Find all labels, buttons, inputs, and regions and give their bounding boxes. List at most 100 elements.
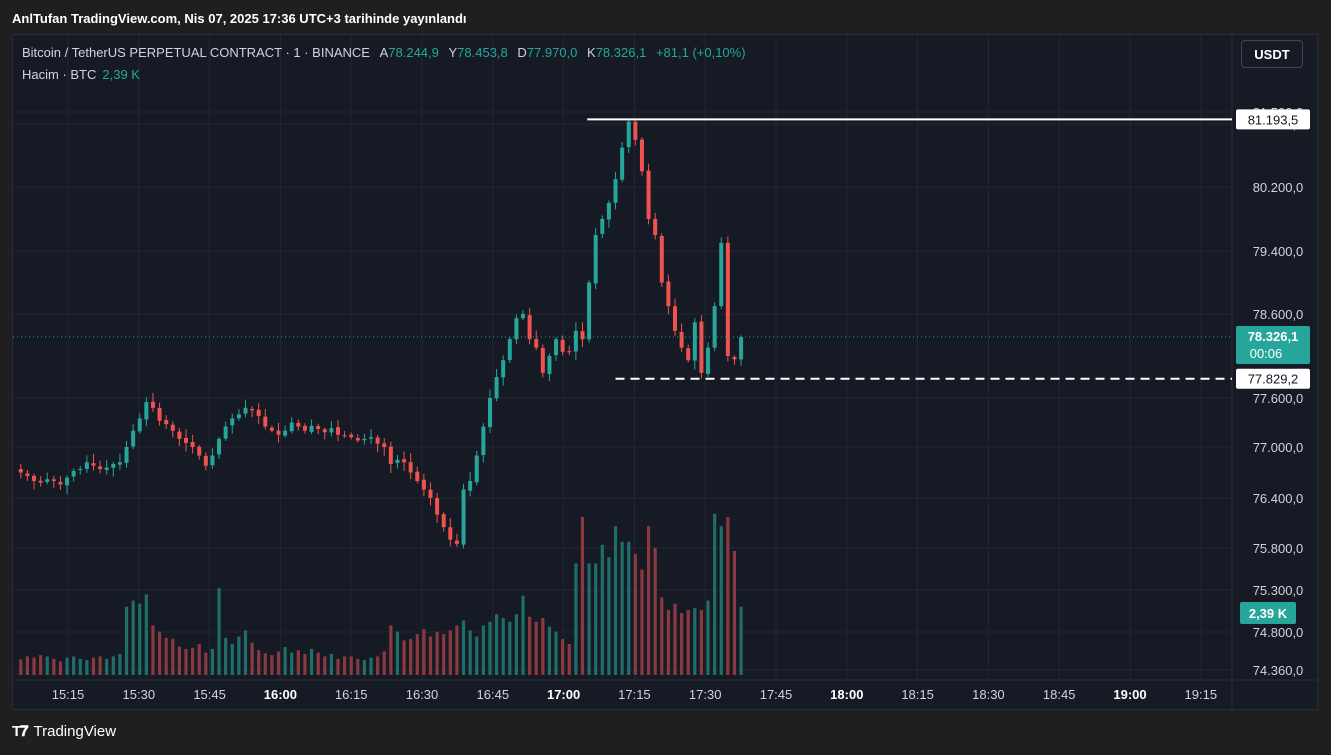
volume-bar bbox=[613, 526, 618, 675]
candle-body bbox=[263, 416, 268, 427]
volume-bar bbox=[660, 597, 664, 675]
current-price-text: 78.326,1 bbox=[1248, 329, 1299, 344]
candle-body bbox=[71, 470, 76, 477]
candle-body bbox=[203, 455, 208, 466]
candle-body bbox=[170, 424, 175, 431]
volume-bar bbox=[468, 630, 472, 675]
candle-body bbox=[487, 398, 492, 428]
footer-brand[interactable]: T𝟕 TradingView bbox=[12, 723, 116, 740]
open-label: A bbox=[379, 45, 389, 60]
y-tick-label: 79.400,0 bbox=[1253, 244, 1304, 259]
volume-bar bbox=[455, 625, 459, 675]
candle-body bbox=[527, 315, 532, 340]
candle-body bbox=[18, 469, 23, 473]
symbol-name[interactable]: Bitcoin / TetherUS PERPETUAL CONTRACT · … bbox=[22, 45, 370, 60]
candle-body bbox=[362, 438, 367, 441]
candle-body bbox=[725, 242, 730, 356]
x-tick-label: 16:15 bbox=[335, 687, 368, 702]
candle-body bbox=[236, 414, 241, 419]
volume-bar bbox=[243, 630, 248, 675]
volume-bar bbox=[52, 658, 56, 675]
x-tick-label: 17:15 bbox=[618, 687, 651, 702]
candle-body bbox=[98, 466, 103, 470]
candle-body bbox=[157, 407, 162, 421]
candle-body bbox=[666, 281, 671, 307]
high-value: 78.453,8 bbox=[457, 45, 508, 60]
y-tick-label: 74.800,0 bbox=[1253, 625, 1304, 640]
x-tick-label: 18:45 bbox=[1043, 687, 1076, 702]
candle-body bbox=[547, 356, 552, 374]
candle-body bbox=[587, 282, 592, 340]
volume-bar bbox=[395, 631, 400, 675]
candle-body bbox=[355, 437, 360, 441]
volume-bar bbox=[39, 655, 43, 675]
candle-body bbox=[190, 442, 195, 447]
volume-bar bbox=[719, 526, 723, 675]
candle-body bbox=[646, 170, 651, 219]
y-tick-label: 76.400,0 bbox=[1253, 491, 1304, 506]
x-tick-label: 17:45 bbox=[760, 687, 793, 702]
candle-body bbox=[415, 471, 420, 481]
volume-bar bbox=[98, 656, 102, 675]
volume-bar bbox=[580, 516, 585, 675]
candle-body bbox=[375, 437, 380, 444]
candle-body bbox=[329, 428, 334, 433]
candle-body bbox=[322, 429, 327, 433]
volume-bar bbox=[224, 637, 228, 675]
volume-bar bbox=[290, 652, 294, 675]
volume-bar bbox=[501, 617, 505, 675]
volume-bar bbox=[105, 658, 109, 675]
symbol-legend: Bitcoin / TetherUS PERPETUAL CONTRACT · … bbox=[22, 45, 746, 60]
volume-bar bbox=[534, 621, 538, 675]
candle-body bbox=[679, 331, 684, 348]
candle-body bbox=[672, 306, 677, 331]
x-tick-label: 16:00 bbox=[264, 687, 297, 702]
volume-bar bbox=[257, 650, 261, 675]
candle-body bbox=[91, 463, 96, 466]
candle-body bbox=[428, 489, 433, 498]
candle-body bbox=[58, 481, 63, 485]
candle-body bbox=[461, 489, 466, 545]
candle-body bbox=[117, 462, 122, 465]
volume-bar bbox=[369, 657, 373, 675]
volume-bar bbox=[693, 608, 697, 675]
candle-body bbox=[686, 348, 691, 361]
candle-body bbox=[580, 331, 585, 340]
volume-bar bbox=[567, 644, 571, 675]
candle-body bbox=[217, 438, 222, 455]
candle-body bbox=[45, 479, 50, 482]
volume-bar bbox=[673, 603, 677, 675]
candle-body bbox=[150, 401, 155, 408]
x-tick-label: 15:30 bbox=[123, 687, 156, 702]
candle-body bbox=[626, 121, 631, 148]
candle-body bbox=[78, 469, 83, 471]
volume-bar bbox=[680, 613, 684, 675]
y-tick-label: 78.600,0 bbox=[1253, 307, 1304, 322]
candle-body bbox=[719, 243, 724, 307]
brand-name: TradingView bbox=[33, 723, 117, 740]
candle-body bbox=[124, 447, 129, 463]
volume-bar bbox=[389, 625, 393, 675]
high-price-tag bbox=[1236, 109, 1310, 130]
volume-bar bbox=[144, 594, 148, 675]
candle-body bbox=[507, 339, 512, 361]
volume-bar bbox=[118, 653, 122, 675]
x-tick-label: 18:15 bbox=[901, 687, 934, 702]
volume-bar bbox=[309, 648, 314, 675]
candle-body bbox=[494, 377, 499, 399]
volume-bar bbox=[435, 631, 439, 675]
candle-body bbox=[732, 357, 737, 360]
candle-body bbox=[659, 235, 664, 283]
candle-body bbox=[633, 121, 638, 140]
candle-body bbox=[441, 514, 446, 528]
volume-bar bbox=[594, 563, 598, 675]
volume-bar bbox=[356, 658, 360, 675]
volume-bar bbox=[640, 569, 644, 675]
volume-label[interactable]: Hacim · BTC bbox=[22, 67, 97, 82]
candle-body bbox=[349, 434, 354, 438]
volume-bar bbox=[554, 631, 558, 675]
currency-button[interactable]: USDT bbox=[1241, 40, 1303, 68]
volume-value: 2,39 K bbox=[102, 67, 140, 82]
volume-bar bbox=[541, 617, 545, 675]
